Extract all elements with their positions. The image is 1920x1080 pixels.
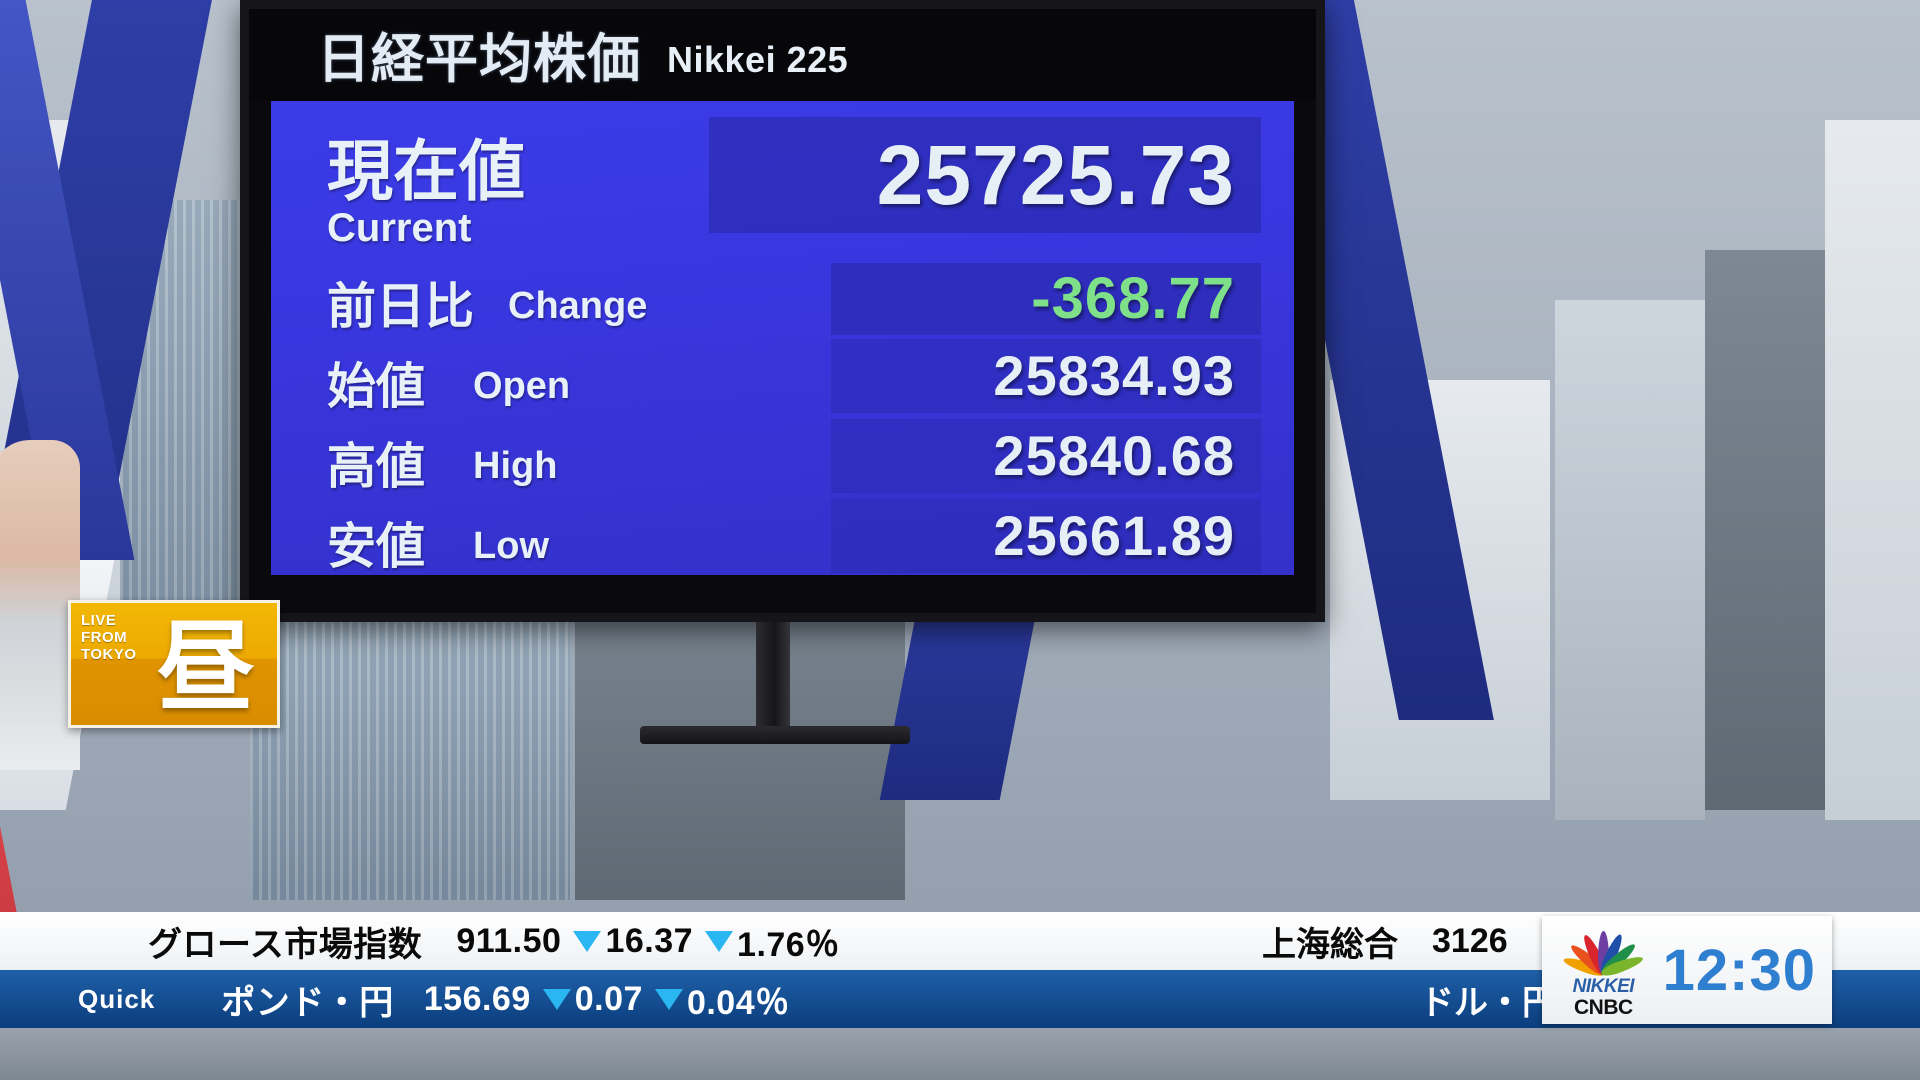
ticker-bottom-name: ポンド・円 bbox=[221, 983, 394, 1022]
ticker-top-change: 16.37 bbox=[605, 921, 694, 960]
live-from-tokyo-badge: LIVE FROM TOKYO 昼 bbox=[68, 600, 280, 728]
bottom-strip bbox=[0, 1028, 1920, 1080]
clock-brand-cnbc: CNBC bbox=[1573, 996, 1633, 1019]
quote-row-open: 始値 Open bbox=[271, 346, 1294, 418]
monitor-stand-neck bbox=[756, 622, 790, 734]
quote-row-low: 安値 Low bbox=[271, 506, 1294, 578]
monitor-stand-base bbox=[640, 726, 910, 744]
down-triangle-icon bbox=[573, 930, 602, 952]
building-mid-right bbox=[1555, 300, 1705, 820]
ticker-top-left-group: グロース市場指数 911.50 16.37 1.76％ bbox=[0, 917, 840, 966]
ticker-top-percent: 1.76％ bbox=[737, 925, 840, 964]
ticker-top-right-name: 上海総合 bbox=[1262, 925, 1398, 964]
quote-row-change: 前日比 Change bbox=[271, 263, 1294, 341]
quote-value-change: -368.77 bbox=[1031, 266, 1235, 331]
row-open-label-jp: 始値 bbox=[327, 359, 426, 414]
row-high-label-jp: 高値 bbox=[327, 439, 426, 494]
row-change-label-en: Change bbox=[508, 284, 648, 327]
quote-value-low: 25661.89 bbox=[993, 504, 1235, 567]
nikkei-cnbc-clock: NIKKEI CNBC 12:30 bbox=[1542, 916, 1832, 1024]
quote-value-box-change: -368.77 bbox=[831, 263, 1261, 335]
quote-row-current: 現在値 Current bbox=[271, 123, 1294, 263]
building-far-right bbox=[1705, 250, 1825, 810]
ticker-top-right-value: 3126 bbox=[1432, 921, 1508, 960]
row-current-label-en: Current bbox=[327, 206, 472, 250]
quote-value-box-open: 25834.93 bbox=[831, 339, 1261, 413]
ticker-bottom-percent: 0.04％ bbox=[686, 983, 790, 1022]
down-triangle-icon bbox=[705, 930, 734, 952]
index-title-jp: 日経平均株価 bbox=[317, 30, 641, 89]
ticker-bottom-change: 0.07 bbox=[574, 979, 643, 1018]
presenter-silhouette bbox=[0, 440, 80, 770]
row-current-label-jp: 現在値 bbox=[327, 134, 525, 208]
clock-time: 12:30 bbox=[1662, 937, 1816, 1003]
screen-header: 日経平均株価 Nikkei 225 bbox=[249, 9, 1316, 101]
ticker-bottom-left-group: Quick ポンド・円 156.69 0.07 0.04％ bbox=[0, 975, 790, 1024]
live-badge-kanji: 昼 bbox=[156, 612, 255, 722]
quote-board: 現在値 Current 25725.73 前日比 Change -368.77 … bbox=[271, 101, 1294, 575]
building-glass-left bbox=[250, 600, 570, 900]
quote-value-open: 25834.93 bbox=[993, 344, 1235, 407]
row-high-label-en: High bbox=[473, 444, 558, 487]
live-badge-line-3: TOKYO bbox=[81, 646, 137, 663]
ticker-top-value: 911.50 bbox=[456, 921, 562, 960]
live-badge-line-2: FROM bbox=[81, 629, 128, 646]
live-badge-lines: LIVE FROM TOKYO bbox=[81, 612, 137, 663]
quote-value-box-high: 25840.68 bbox=[831, 419, 1261, 493]
monitor-screen: 日経平均株価 Nikkei 225 現在値 Current 25725.73 前… bbox=[249, 9, 1316, 613]
ticker-bottom-right-name: ドル・円 bbox=[1420, 983, 1556, 1022]
quick-source-logo: Quick bbox=[78, 983, 156, 1014]
clock-brand-nikkei: NIKKEI bbox=[1572, 976, 1635, 997]
nikkei-display-monitor: 日経平均株価 Nikkei 225 現在値 Current 25725.73 前… bbox=[240, 0, 1325, 622]
quote-value-box-current: 25725.73 bbox=[709, 117, 1261, 233]
ticker-top-name: グロース市場指数 bbox=[148, 925, 423, 964]
row-low-label-jp: 安値 bbox=[327, 519, 426, 574]
row-change-label-jp: 前日比 bbox=[327, 279, 475, 334]
building-edge-right bbox=[1825, 120, 1920, 820]
index-title-en: Nikkei 225 bbox=[667, 39, 849, 80]
quote-value-high: 25840.68 bbox=[993, 424, 1235, 487]
cnbc-peacock-logo: NIKKEI CNBC bbox=[1558, 921, 1649, 1019]
peacock-icon bbox=[1559, 921, 1647, 979]
ticker-bottom-value: 156.69 bbox=[423, 979, 531, 1018]
row-open-label-en: Open bbox=[473, 364, 571, 407]
row-low-label-en: Low bbox=[473, 524, 549, 567]
down-triangle-icon bbox=[654, 988, 683, 1010]
quote-row-high: 高値 High bbox=[271, 426, 1294, 498]
live-badge-line-1: LIVE bbox=[81, 612, 117, 629]
quote-value-current: 25725.73 bbox=[876, 128, 1235, 222]
quote-value-box-low: 25661.89 bbox=[831, 499, 1261, 573]
down-triangle-icon bbox=[542, 988, 571, 1010]
